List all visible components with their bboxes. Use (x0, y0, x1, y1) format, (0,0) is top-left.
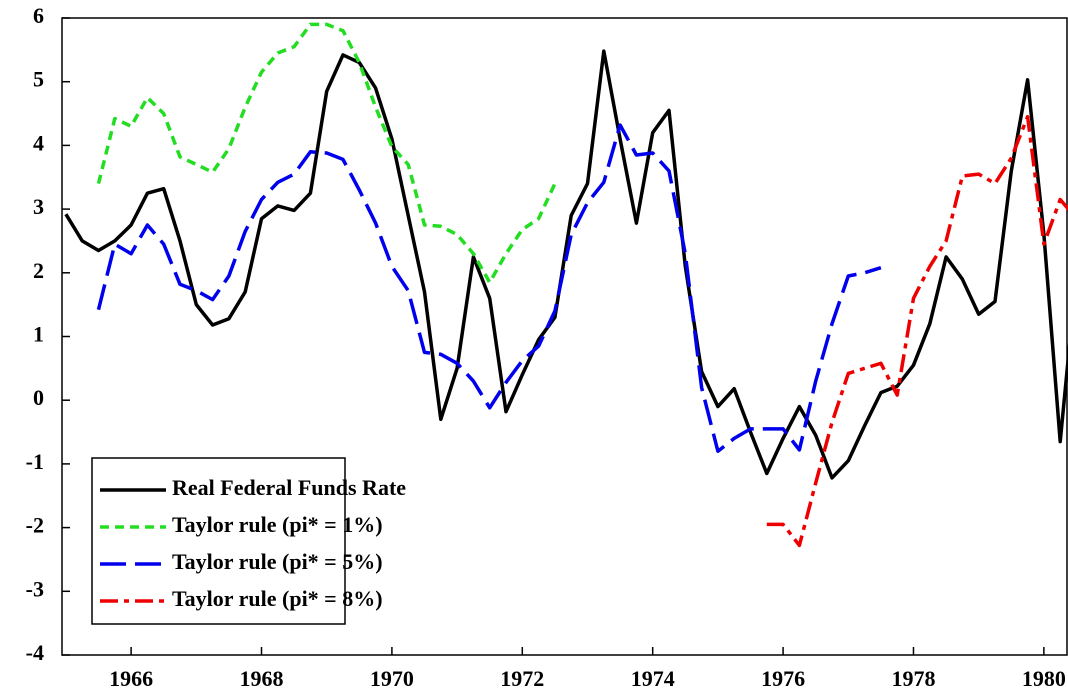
series-line (766, 114, 1068, 548)
x-tick-label: 1980 (1022, 666, 1066, 691)
x-tick-label: 1978 (891, 666, 935, 691)
legend-label: Real Federal Funds Rate (172, 475, 406, 500)
x-tick-label: 1976 (761, 666, 805, 691)
y-tick-label: -3 (26, 576, 44, 601)
y-tick-label: -4 (26, 640, 44, 665)
legend-label: Taylor rule (pi* = 1%) (172, 512, 383, 537)
series-line (64, 49, 1068, 480)
legend-label: Taylor rule (pi* = 8%) (172, 586, 383, 611)
legend: Real Federal Funds Rate Taylor rule (pi* … (91, 457, 406, 625)
y-tick-label: 3 (33, 194, 44, 219)
legend-label: Taylor rule (pi* = 5%) (172, 549, 383, 574)
y-tick-label: 4 (33, 130, 44, 155)
series-line (96, 22, 557, 285)
x-tick-label: 1974 (631, 666, 675, 691)
y-tick-label: 5 (33, 67, 44, 92)
x-tick-label: 1966 (109, 666, 153, 691)
x-tick-label: 1968 (240, 666, 284, 691)
y-tick-label: 2 (33, 258, 44, 283)
legend-box (91, 457, 346, 625)
series-line (96, 123, 882, 453)
y-tick-label: 0 (33, 385, 44, 410)
x-tick-label: 1972 (500, 666, 544, 691)
y-tick-label: 6 (33, 3, 44, 28)
x-tick-label: 1970 (370, 666, 414, 691)
y-tick-label: -2 (26, 513, 44, 538)
y-tick-label: -1 (26, 449, 44, 474)
series-group (64, 22, 1068, 548)
y-tick-label: 1 (33, 322, 44, 347)
